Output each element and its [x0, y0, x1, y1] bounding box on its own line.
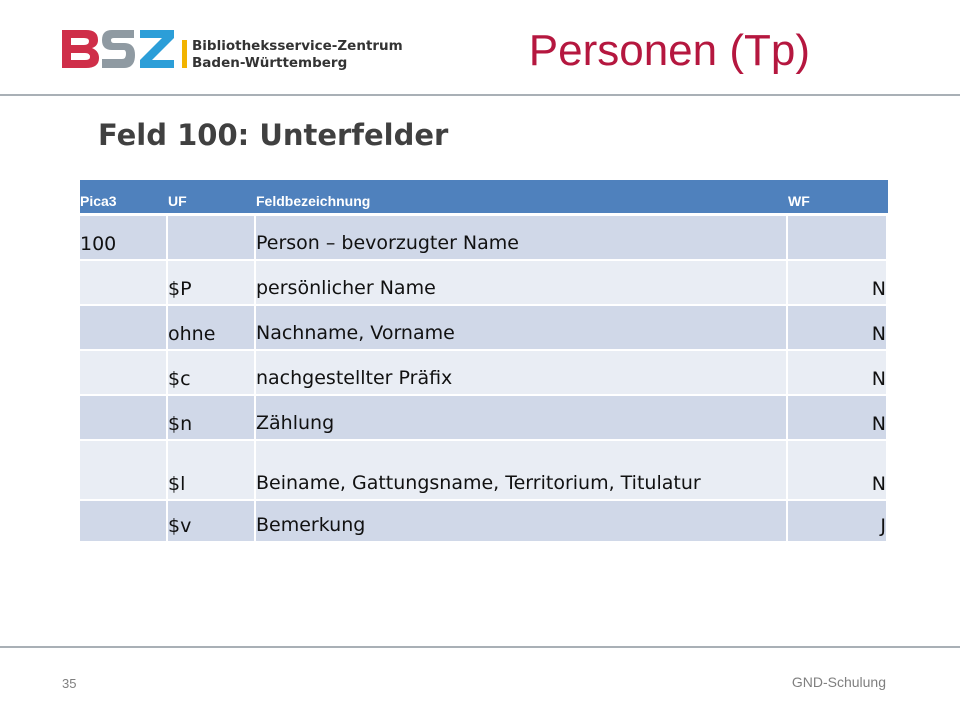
top-divider [0, 94, 960, 96]
logo-line-2: Baden-Württemberg [192, 55, 348, 71]
cell-wf: N [788, 396, 888, 441]
cell-wf: N [788, 351, 888, 396]
logo-line-1: Bibliotheksservice-Zentrum [192, 38, 403, 54]
cell-pica3: 100 [80, 216, 168, 261]
cell-feldbezeichnung: Zählung [256, 396, 788, 441]
table-row: $c nachgestellter Präfix N [80, 351, 888, 396]
table-row: 100 Person – bevorzugter Name [80, 216, 888, 261]
cell-wf [788, 216, 888, 261]
logo-wordmark: Bibliotheksservice-Zentrum Baden-Württem… [192, 38, 403, 72]
section-heading: Feld 100: Unterfelder [98, 118, 449, 152]
cell-pica3 [80, 501, 168, 543]
page-number: 35 [62, 676, 77, 691]
column-header-pica3: Pica3 [80, 180, 168, 216]
cell-uf: ohne [168, 306, 256, 351]
cell-uf [168, 216, 256, 261]
cell-feldbezeichnung: persönlicher Name [256, 261, 788, 306]
cell-wf: N [788, 261, 888, 306]
table-row: ohne Nachname, Vorname N [80, 306, 888, 351]
bottom-divider [0, 646, 960, 648]
cell-uf: $l [168, 441, 256, 501]
column-header-feldbezeichnung: Feldbezeichnung [256, 180, 788, 216]
footer-label: GND-Schulung [791, 674, 886, 690]
cell-pica3 [80, 441, 168, 501]
slide-title: Personen (Tp) [528, 26, 810, 75]
cell-uf: $c [168, 351, 256, 396]
column-header-uf: UF [168, 180, 256, 216]
cell-feldbezeichnung: nachgestellter Präfix [256, 351, 788, 396]
cell-uf: $P [168, 261, 256, 306]
subfield-table: Pica3 UF Feldbezeichnung WF 100 Person –… [80, 180, 888, 543]
cell-wf: N [788, 306, 888, 351]
table-row: $n Zählung N [80, 396, 888, 441]
table-header-row: Pica3 UF Feldbezeichnung WF [80, 180, 888, 216]
table-row: $v Bemerkung J [80, 501, 888, 543]
cell-feldbezeichnung: Bemerkung [256, 501, 788, 543]
cell-pica3 [80, 261, 168, 306]
cell-pica3 [80, 306, 168, 351]
cell-uf: $v [168, 501, 256, 543]
table-row: $P persönlicher Name N [80, 261, 888, 306]
cell-wf: N [788, 441, 888, 501]
bsz-logo [62, 30, 187, 68]
cell-pica3 [80, 351, 168, 396]
cell-pica3 [80, 396, 168, 441]
table-row: $l Beiname, Gattungsname, Territorium, T… [80, 441, 888, 501]
column-header-wf: WF [788, 180, 888, 216]
cell-feldbezeichnung: Nachname, Vorname [256, 306, 788, 351]
cell-wf: J [788, 501, 888, 543]
cell-uf: $n [168, 396, 256, 441]
cell-feldbezeichnung: Person – bevorzugter Name [256, 216, 788, 261]
cell-feldbezeichnung: Beiname, Gattungsname, Territorium, Titu… [256, 441, 788, 501]
